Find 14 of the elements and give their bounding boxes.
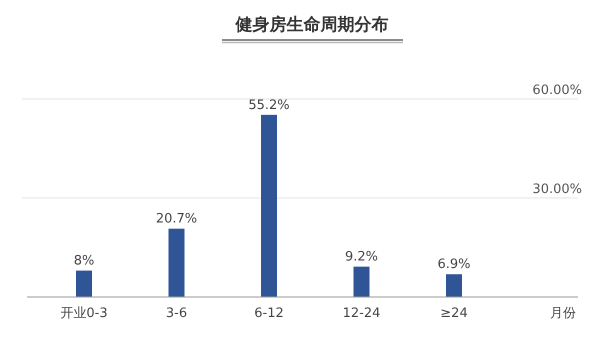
data-label: 6.9% (437, 257, 471, 272)
chart-title: 健身房生命周期分布 (234, 15, 388, 35)
x-tick-label: 12-24 (342, 306, 380, 321)
x-tick-label: 开业0-3 (60, 306, 108, 321)
data-label: 55.2% (248, 98, 290, 113)
data-label: 8% (74, 254, 94, 269)
y-tick-label: 30.00% (532, 182, 582, 197)
data-label: 9.2% (344, 250, 378, 265)
data-label: 20.7% (156, 212, 198, 227)
x-tick-label: ≥24 (440, 306, 468, 321)
x-tick-label: 6-12 (254, 306, 284, 321)
x-axis-title: 月份 (550, 306, 576, 321)
x-tick-label: 3-6 (166, 306, 188, 321)
y-tick-label: 60.00% (532, 83, 582, 98)
